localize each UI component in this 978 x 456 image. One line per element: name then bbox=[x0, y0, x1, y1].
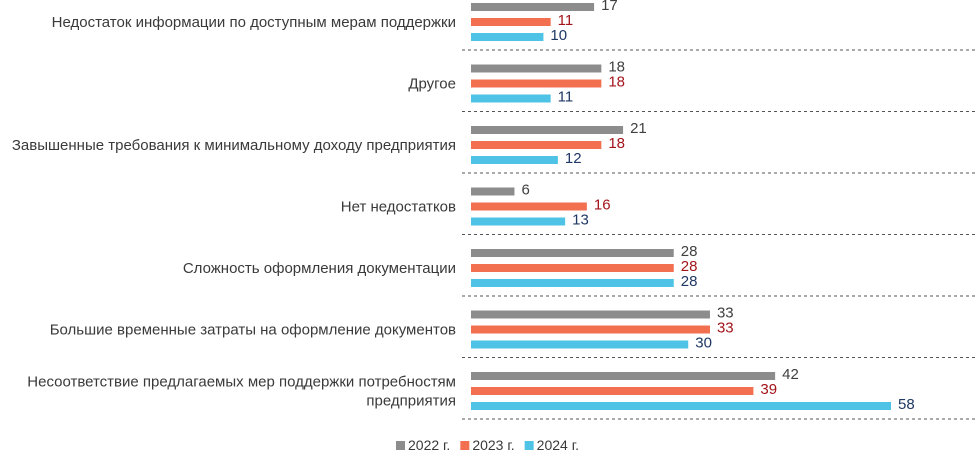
category-label-line: Другое bbox=[408, 76, 456, 93]
category-label: Нет недостатков bbox=[341, 199, 456, 216]
legend-swatch bbox=[460, 441, 470, 450]
legend-label: 2022 г. bbox=[408, 437, 450, 453]
category-label: Несоответствие предлагаемых мер поддержк… bbox=[27, 374, 456, 410]
category-label: Большие временные затраты на оформление … bbox=[50, 322, 456, 339]
value-label: 58 bbox=[898, 396, 915, 413]
category-label: Другое bbox=[408, 76, 456, 93]
bar bbox=[471, 249, 674, 257]
value-label: 16 bbox=[594, 197, 611, 214]
value-label: 17 bbox=[601, 0, 618, 14]
legend-label: 2023 г. bbox=[472, 437, 514, 453]
value-label: 13 bbox=[572, 212, 589, 229]
category-label-line: Сложность оформления документации bbox=[183, 260, 456, 277]
bar bbox=[471, 126, 624, 134]
bar bbox=[471, 340, 689, 349]
bar bbox=[471, 3, 595, 11]
bar bbox=[471, 156, 558, 164]
category-label: Завышенные требования к минимальному дох… bbox=[12, 137, 456, 154]
bar bbox=[471, 79, 602, 88]
bar bbox=[471, 387, 754, 395]
legend: 2022 г. 2023 г. 2024 г. bbox=[396, 437, 579, 453]
value-label: 28 bbox=[681, 258, 698, 275]
value-label: 18 bbox=[608, 74, 625, 91]
value-label: 33 bbox=[717, 305, 734, 322]
legend-label: 2024 г. bbox=[537, 437, 579, 453]
bar bbox=[471, 325, 710, 334]
category-labels: Недостаток информации по доступным мерам… bbox=[12, 14, 456, 410]
value-label: 12 bbox=[565, 150, 582, 167]
bar bbox=[471, 372, 776, 380]
category-label-line: предприятия bbox=[366, 393, 456, 410]
bar bbox=[471, 18, 551, 26]
value-label: 33 bbox=[717, 320, 734, 337]
value-label: 18 bbox=[608, 135, 625, 152]
bar bbox=[471, 264, 674, 272]
value-label: 18 bbox=[608, 59, 625, 76]
category-label-line: Завышенные требования к минимальному дох… bbox=[12, 137, 456, 154]
category-separators bbox=[462, 49, 978, 420]
bar bbox=[471, 310, 710, 319]
value-label: 11 bbox=[558, 12, 574, 29]
value-label: 11 bbox=[558, 89, 574, 106]
bars bbox=[471, 3, 891, 410]
legend-swatch bbox=[524, 441, 534, 450]
value-label: 6 bbox=[521, 182, 529, 199]
bar bbox=[471, 279, 674, 287]
category-label: Недостаток информации по доступным мерам… bbox=[52, 14, 456, 31]
legend-swatch bbox=[396, 441, 405, 450]
category-label-line: Большие временные затраты на оформление … bbox=[50, 322, 456, 339]
bar bbox=[471, 402, 891, 410]
value-label: 28 bbox=[681, 243, 698, 260]
category-label-line: Нет недостатков bbox=[341, 199, 456, 216]
value-label: 21 bbox=[630, 120, 647, 137]
value-label: 28 bbox=[681, 273, 698, 290]
bar bbox=[471, 217, 566, 226]
bar bbox=[471, 33, 544, 41]
value-labels: 1711101818112118126161328282833333042395… bbox=[521, 0, 914, 413]
value-label: 39 bbox=[760, 381, 777, 398]
value-label: 10 bbox=[550, 27, 567, 44]
value-label: 30 bbox=[695, 335, 712, 352]
bar bbox=[471, 187, 515, 196]
bar bbox=[471, 64, 602, 73]
category-label: Сложность оформления документации bbox=[183, 260, 456, 277]
bar bbox=[471, 94, 551, 103]
category-label-line: Недостаток информации по доступным мерам… bbox=[52, 14, 456, 31]
category-label-line: Несоответствие предлагаемых мер поддержк… bbox=[27, 374, 456, 391]
value-label: 42 bbox=[782, 366, 799, 383]
bar bbox=[471, 202, 587, 211]
bar bbox=[471, 141, 602, 149]
